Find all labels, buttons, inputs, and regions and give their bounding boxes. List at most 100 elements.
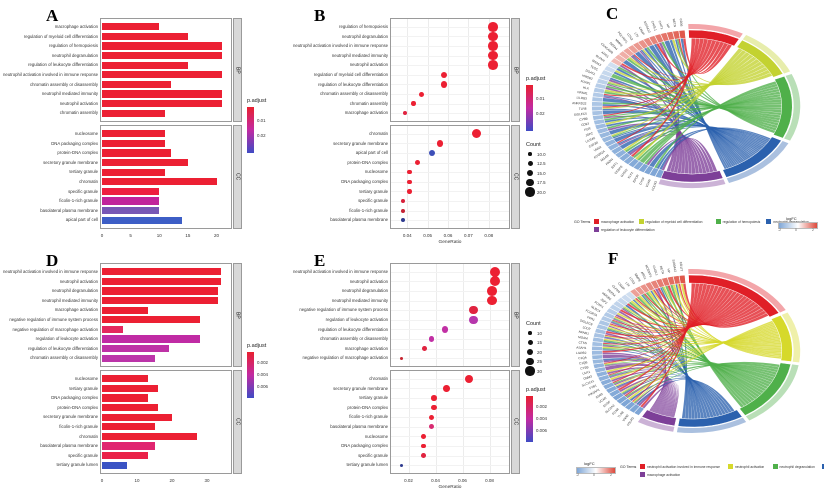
go-term-legend-label: macrophage activation [601, 220, 635, 224]
go-terms-legend-title: GO Terms [620, 465, 637, 469]
gridline-horizontal [391, 103, 509, 105]
bar-row-label: protein-DNA complex [57, 150, 98, 156]
gene-label: HP [666, 268, 671, 273]
gene-sector [591, 96, 604, 103]
gene-label: PIK3AP1 [587, 388, 600, 398]
chord-ribbon [623, 377, 676, 417]
x-axis-tick-label: 0 [100, 478, 104, 483]
gene-label: DYSF [602, 400, 611, 408]
go-term-outer-band [637, 417, 675, 432]
bar-row-label: nucleosome [74, 376, 98, 381]
facet-strip: BP [511, 18, 520, 122]
data-dot [489, 266, 500, 277]
go-term-swatch [772, 464, 778, 469]
count-legend-label: 30 [537, 368, 542, 374]
dot-row-label: nucleosome [364, 433, 388, 439]
bar-row-label: regulation of leukocyte activation [35, 336, 98, 342]
count-legend-title: Count [526, 321, 541, 327]
panel-f-chord-diagram: F CD177 S100A12 HP RETN CHI3L1 MCEMP1 ARG1 MMP8… [566, 247, 824, 491]
padjust-tick-label: 0.006 [536, 427, 547, 433]
count-legend-title: Count [526, 142, 541, 148]
padjust-tick-label: 0.02 [536, 111, 545, 117]
chord-ribbon [656, 127, 770, 170]
gridline-horizontal [391, 417, 509, 419]
data-dot [401, 199, 406, 203]
chord-ribbon [659, 127, 771, 170]
data-dot [488, 31, 498, 42]
bar [102, 413, 172, 421]
chord-diagram-svg: CD36RETNHPCHIT1CHI3L1S100A12CAMPLTFLCN2P… [572, 18, 801, 191]
gridline-horizontal [391, 133, 509, 135]
dot-row-label: regulation of leukocyte differentiation [318, 326, 388, 332]
gridline-horizontal [391, 398, 509, 399]
dot-row-label: macrophage activation [344, 110, 388, 116]
go-terms-legend-title: GO Terms [574, 220, 591, 224]
logfc-gradient [778, 222, 818, 229]
chord-ribbon [603, 102, 782, 121]
x-axis-tick-label: 0.02 [404, 478, 413, 483]
gene-label: TLR8 [617, 410, 625, 419]
count-legend-label: 15 [537, 340, 542, 345]
gene-label: CSF3R [588, 140, 600, 149]
bar [102, 52, 223, 60]
bar-row-label: basolateral plasma membrane [40, 443, 98, 449]
x-axis-tick-label: 0.08 [485, 478, 494, 483]
count-legend-dot [528, 152, 532, 156]
chord-ribbon [604, 363, 671, 416]
go-term-outer-band [726, 140, 789, 184]
gene-label: FGR [584, 126, 592, 132]
count-legend-label: 25 [537, 359, 542, 364]
gridline-horizontal [391, 26, 509, 28]
go-term-arc [677, 409, 743, 428]
panel-b-dot-plot: B BP regulation of hemopoiesis neutrophil … [276, 2, 566, 246]
dot-row-label: chromatin [369, 131, 388, 136]
dot-row-label: neutrophil mediated immunity [331, 297, 388, 303]
chord-ribbon [640, 49, 740, 165]
chord-ribbon [602, 286, 723, 353]
bar [102, 306, 148, 314]
go-term-swatch [727, 464, 733, 469]
gene-label: CD177 [679, 262, 684, 272]
padjust-legend-title: p.adjust [526, 76, 546, 82]
padjust-legend-title: p.adjust [247, 98, 267, 104]
gene-sector [591, 341, 604, 347]
data-dot [436, 140, 444, 147]
bar-row-label: secretory granule membrane [43, 159, 98, 165]
bar [102, 139, 165, 147]
chord-ribbon [649, 128, 769, 168]
gene-label: MGAM [600, 153, 610, 162]
gridline-vertical [435, 371, 437, 473]
gridline-horizontal [391, 84, 509, 86]
dot-row-label: tertiary granule [359, 188, 388, 194]
count-legend-dot [528, 331, 532, 335]
facet-strip-label: CC [234, 173, 241, 181]
chord-ribbon [655, 41, 725, 75]
gene-label: C1QB [579, 360, 588, 365]
padjust-tick-label: 0.004 [536, 415, 547, 421]
go-term-swatch [766, 219, 772, 224]
data-dot [420, 443, 426, 449]
panel-c-chord-diagram: C CD36 RETN HP CHIT1 CHI3L1 S100A12 CAMP LTF LCN… [566, 2, 824, 246]
gridline-horizontal [391, 94, 509, 95]
gene-label: ARG1 [640, 271, 647, 281]
gene-sector [591, 101, 603, 107]
dot-row-label: neutrophil activation involved in immune… [292, 43, 388, 49]
gridline-horizontal [391, 455, 509, 457]
bar-row-label: neutrophil mediated immunity [41, 91, 98, 97]
x-axis-tick-label: 15 [185, 233, 191, 238]
gene-label: SLC11A1 [581, 379, 595, 388]
data-dot [401, 218, 406, 223]
go-term-outer-band [658, 179, 726, 188]
gene-label: CD36 [679, 18, 684, 27]
data-dot [488, 50, 498, 61]
gridline-horizontal [391, 65, 509, 67]
chord-ribbon [643, 293, 757, 326]
go-term-legend-label: neutrophil activation involved in immune… [647, 465, 720, 469]
bar [102, 432, 197, 440]
bar-row-label: ficolin-1-rich granule [59, 198, 98, 204]
dot-row-label: macrophage activation [344, 345, 388, 351]
data-dot [488, 41, 498, 51]
facet-panel [390, 125, 510, 229]
gridline-horizontal [391, 271, 509, 273]
